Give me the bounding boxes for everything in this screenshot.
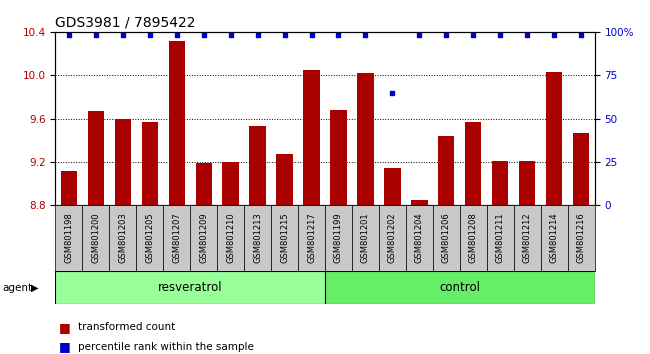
Bar — [379, 205, 406, 271]
Bar — [271, 205, 298, 271]
Bar — [244, 205, 271, 271]
Bar — [487, 205, 514, 271]
Bar — [438, 136, 454, 205]
Text: GDS3981 / 7895422: GDS3981 / 7895422 — [55, 16, 196, 30]
Text: ▶: ▶ — [31, 282, 39, 293]
Text: GSM801205: GSM801205 — [145, 213, 154, 263]
Text: GSM801199: GSM801199 — [334, 213, 343, 263]
Text: ■: ■ — [58, 321, 70, 334]
Text: GSM801204: GSM801204 — [415, 213, 424, 263]
Bar — [304, 70, 320, 205]
Bar — [514, 205, 541, 271]
Bar — [136, 205, 163, 271]
Bar — [88, 111, 104, 205]
Text: GSM801213: GSM801213 — [253, 213, 262, 263]
Bar — [276, 154, 292, 205]
Bar — [109, 205, 136, 271]
Bar — [55, 271, 325, 304]
Text: GSM801206: GSM801206 — [442, 213, 451, 263]
Text: GSM801211: GSM801211 — [496, 213, 505, 263]
Text: GSM801203: GSM801203 — [118, 213, 127, 263]
Bar — [325, 205, 352, 271]
Bar — [384, 169, 400, 205]
Bar — [460, 205, 487, 271]
Bar — [114, 119, 131, 205]
Text: GSM801200: GSM801200 — [91, 213, 100, 263]
Bar — [465, 122, 482, 205]
Text: GSM801202: GSM801202 — [388, 213, 397, 263]
Bar — [433, 205, 460, 271]
Bar — [250, 126, 266, 205]
Bar — [325, 271, 595, 304]
Bar — [358, 73, 374, 205]
Bar — [298, 205, 325, 271]
Bar — [573, 133, 590, 205]
Bar — [352, 205, 379, 271]
Text: GSM801201: GSM801201 — [361, 213, 370, 263]
Text: ■: ■ — [58, 341, 70, 353]
Text: GSM801207: GSM801207 — [172, 213, 181, 263]
Text: GSM801210: GSM801210 — [226, 213, 235, 263]
Text: GSM801208: GSM801208 — [469, 213, 478, 263]
Bar — [168, 40, 185, 205]
Bar — [546, 72, 562, 205]
Bar — [60, 171, 77, 205]
Bar — [190, 205, 217, 271]
Text: GSM801212: GSM801212 — [523, 213, 532, 263]
Bar — [217, 205, 244, 271]
Text: agent: agent — [2, 282, 32, 293]
Text: GSM801217: GSM801217 — [307, 213, 316, 263]
Text: GSM801216: GSM801216 — [577, 213, 586, 263]
Bar — [411, 200, 428, 205]
Bar — [519, 161, 536, 205]
Bar — [82, 205, 109, 271]
Bar — [196, 163, 212, 205]
Text: GSM801214: GSM801214 — [550, 213, 559, 263]
Text: GSM801209: GSM801209 — [199, 213, 208, 263]
Bar — [222, 162, 239, 205]
Text: transformed count: transformed count — [78, 322, 176, 332]
Bar — [330, 110, 346, 205]
Bar — [55, 205, 83, 271]
Text: GSM801198: GSM801198 — [64, 213, 73, 263]
Bar — [568, 205, 595, 271]
Text: GSM801215: GSM801215 — [280, 213, 289, 263]
Bar — [142, 122, 158, 205]
Text: resveratrol: resveratrol — [158, 281, 222, 294]
Bar — [541, 205, 568, 271]
Bar — [492, 161, 508, 205]
Bar — [406, 205, 433, 271]
Text: control: control — [439, 281, 480, 294]
Text: percentile rank within the sample: percentile rank within the sample — [78, 342, 254, 352]
Bar — [163, 205, 190, 271]
